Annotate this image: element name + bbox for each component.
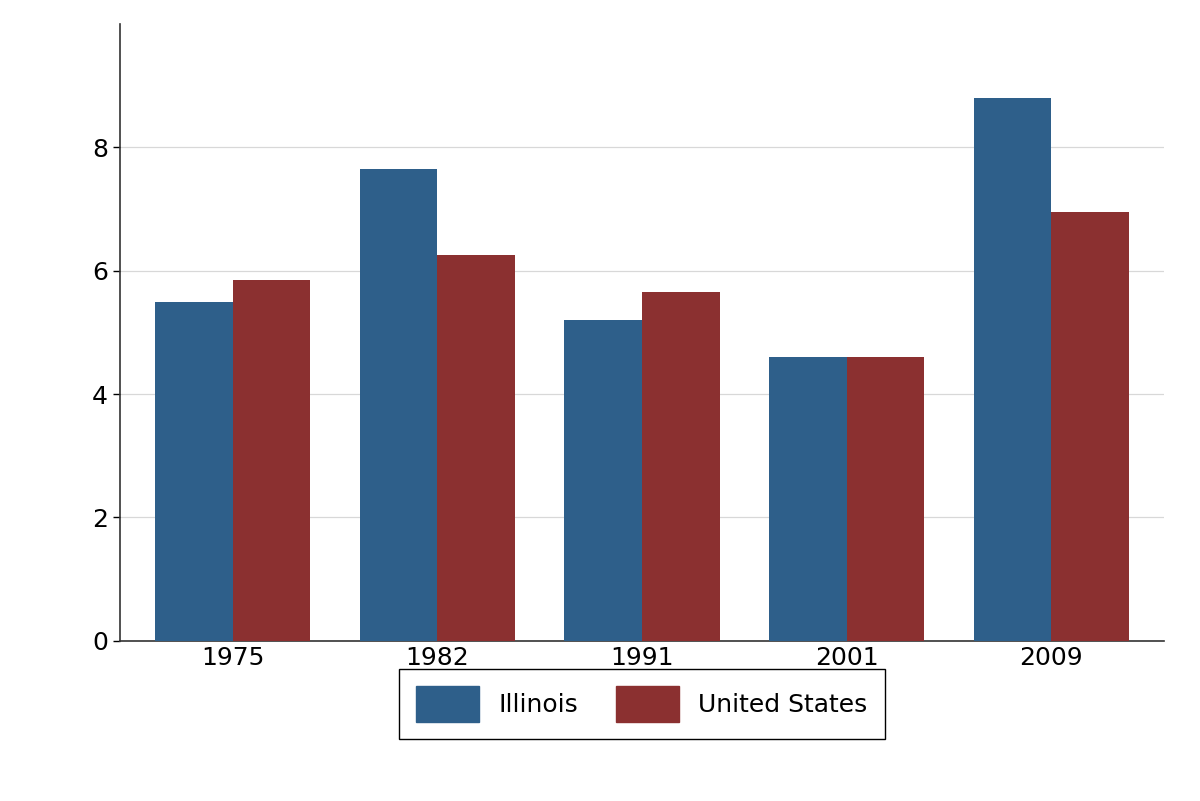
Bar bbox=[437, 256, 515, 641]
Bar bbox=[847, 357, 924, 641]
Bar bbox=[1051, 212, 1129, 641]
Bar bbox=[564, 320, 642, 641]
Bar bbox=[642, 292, 720, 641]
Bar bbox=[973, 98, 1051, 641]
Bar bbox=[360, 169, 437, 641]
Bar bbox=[155, 302, 233, 641]
Bar bbox=[769, 357, 847, 641]
Legend: Illinois, United States: Illinois, United States bbox=[398, 669, 886, 739]
Bar bbox=[233, 280, 311, 641]
